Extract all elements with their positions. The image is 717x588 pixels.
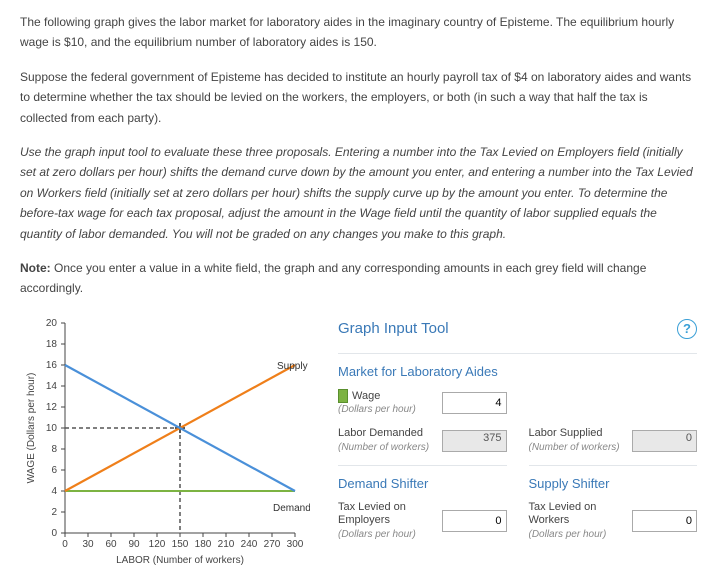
svg-text:150: 150 (172, 539, 189, 550)
tax-workers-input[interactable] (632, 510, 697, 532)
intro-paragraph-2: Suppose the federal government of Episte… (20, 67, 697, 128)
svg-text:18: 18 (46, 339, 58, 350)
demand-shifter-title: Demand Shifter (338, 465, 507, 491)
svg-text:WAGE (Dollars per hour): WAGE (Dollars per hour) (26, 372, 37, 483)
svg-text:2: 2 (51, 507, 57, 518)
wage-label: Wage (352, 390, 380, 402)
svg-text:16: 16 (46, 360, 58, 371)
labor-supplied-value: 0 (632, 430, 697, 452)
svg-text:10: 10 (46, 423, 58, 434)
svg-text:12: 12 (46, 402, 58, 413)
tool-title: Graph Input Tool (338, 320, 449, 337)
svg-text:8: 8 (51, 444, 57, 455)
svg-text:6: 6 (51, 465, 57, 476)
labor-market-chart[interactable]: 0 30 60 90 120 150 180 210 240 270 300 0 2 4 6 8 10 12 14 1… (20, 313, 310, 573)
svg-text:270: 270 (264, 539, 281, 550)
svg-text:LABOR (Number of workers): LABOR (Number of workers) (116, 555, 244, 566)
graph-input-tool: Graph Input Tool ? Market for Laboratory… (338, 313, 697, 576)
wage-sublabel: (Dollars per hour) (338, 404, 416, 415)
tax-workers-label: Tax Levied on Workers (529, 501, 597, 527)
tax-employers-input[interactable] (442, 510, 507, 532)
note-paragraph: Note: Once you enter a value in a white … (20, 258, 697, 299)
labor-supplied-sublabel: (Number of workers) (529, 442, 620, 453)
intro-paragraph-1: The following graph gives the labor mark… (20, 12, 697, 53)
svg-text:180: 180 (195, 539, 212, 550)
svg-text:14: 14 (46, 381, 58, 392)
chart-container: 0 30 60 90 120 150 180 210 240 270 300 0 2 4 6 8 10 12 14 1… (20, 313, 320, 576)
svg-text:20: 20 (46, 318, 58, 329)
labor-supplied-label: Labor Supplied (529, 427, 603, 439)
instructions-paragraph: Use the graph input tool to evaluate the… (20, 142, 697, 244)
note-label: Note: (20, 261, 51, 275)
labor-demanded-sublabel: (Number of workers) (338, 442, 429, 453)
wage-input[interactable] (442, 392, 507, 414)
svg-text:240: 240 (241, 539, 258, 550)
svg-text:210: 210 (218, 539, 235, 550)
svg-text:Demand: Demand (273, 503, 310, 514)
labor-demanded-label: Labor Demanded (338, 427, 423, 439)
svg-text:300: 300 (287, 539, 304, 550)
market-section-title: Market for Laboratory Aides (338, 353, 697, 379)
svg-text:Supply: Supply (277, 361, 308, 372)
wage-swatch-icon (338, 389, 348, 403)
note-body: Once you enter a value in a white field,… (20, 261, 646, 295)
svg-text:4: 4 (51, 486, 57, 497)
tax-employers-label: Tax Levied on Employers (338, 501, 406, 527)
svg-text:60: 60 (105, 539, 117, 550)
svg-text:120: 120 (149, 539, 166, 550)
labor-demanded-value: 375 (442, 430, 507, 452)
help-icon[interactable]: ? (677, 319, 697, 339)
supply-shifter-title: Supply Shifter (529, 465, 698, 491)
svg-text:0: 0 (51, 528, 57, 539)
svg-text:0: 0 (62, 539, 68, 550)
svg-text:90: 90 (128, 539, 140, 550)
svg-text:30: 30 (82, 539, 94, 550)
tax-employers-sublabel: (Dollars per hour) (338, 529, 416, 540)
tax-workers-sublabel: (Dollars per hour) (529, 529, 607, 540)
